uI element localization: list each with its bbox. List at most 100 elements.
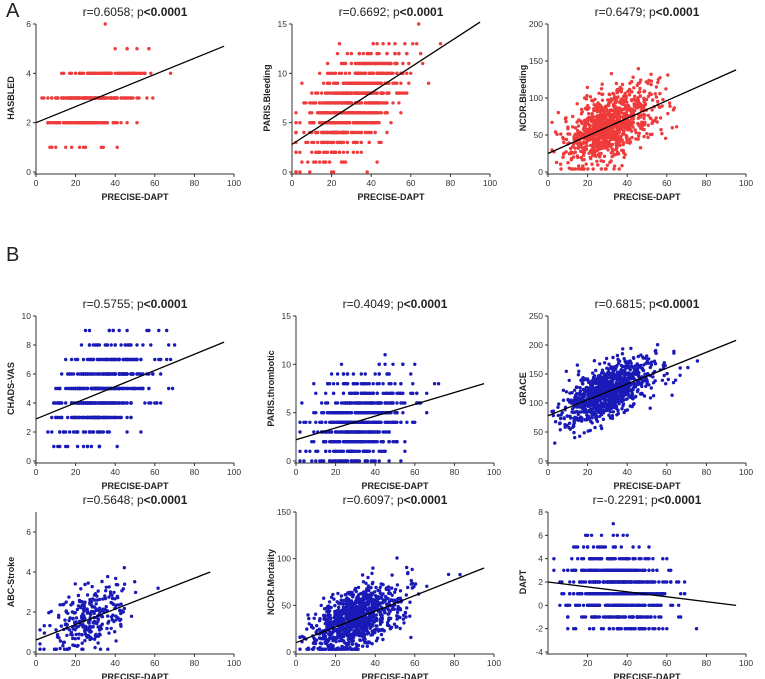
chart-1-point: [373, 81, 377, 85]
chart-1-point: [349, 130, 354, 135]
chart-3-point: [167, 386, 171, 391]
chart-5-point: [568, 399, 572, 404]
chart-1-point: [393, 81, 397, 85]
chart-1-point: [385, 111, 389, 115]
chart-2-point: [584, 106, 588, 110]
chart-3-point: [127, 357, 131, 362]
chart-4-point: [381, 382, 385, 386]
chart-2-point: [639, 126, 643, 130]
chart-2-point: [600, 92, 604, 97]
chart-6-point: [129, 614, 134, 618]
chart-2-point: [571, 125, 575, 129]
chart-6-point: [94, 602, 98, 606]
chart-4-point: [432, 382, 437, 386]
chart-1-point: [375, 160, 379, 164]
chart-4-point: [385, 401, 389, 405]
chart-4-point: [300, 401, 304, 405]
chart-6-x-tick-label: 100: [227, 658, 241, 668]
chart-2-point: [584, 162, 588, 166]
chart-0-point: [125, 47, 129, 51]
chart-2-point: [590, 119, 594, 124]
chart-3-point: [143, 401, 147, 405]
chart-2-point: [605, 133, 609, 137]
chart-1-title-pvalue: <0.0001: [400, 5, 444, 19]
chart-2-point: [615, 142, 619, 146]
chart-5-point: [624, 384, 628, 389]
chart-5-point: [591, 371, 595, 375]
chart-0-point: [69, 145, 74, 149]
chart-1-point: [375, 101, 379, 105]
chart-1-point: [298, 170, 302, 174]
chart-5-point: [551, 413, 555, 418]
chart-0-x-tick-label: 60: [150, 178, 160, 188]
chart-6-point: [64, 610, 69, 614]
chart-2-point: [579, 149, 583, 153]
chart-6-y-tick-label: 6: [26, 527, 31, 537]
chart-4-point: [326, 401, 330, 405]
chart-0-point: [101, 96, 106, 100]
chart-2-point: [569, 167, 574, 171]
chart-1-point: [300, 81, 304, 85]
chart-4-point: [401, 362, 405, 366]
chart-6-point: [106, 621, 110, 625]
chart-1-point: [298, 150, 302, 154]
chart-3-point: [97, 430, 102, 434]
chart-1-point: [405, 71, 409, 76]
chart-4-point: [351, 430, 356, 434]
chart-2-point: [632, 86, 636, 90]
chart-5-trend-line: [547, 339, 737, 417]
chart-5-point: [645, 354, 649, 358]
chart-1-y-tick-label: 5: [282, 118, 287, 128]
chart-4-point: [425, 411, 429, 415]
chart-2-point: [605, 141, 609, 145]
chart-2-point: [566, 161, 570, 165]
chart-5-point: [648, 396, 653, 400]
chart-5-point: [590, 416, 594, 420]
chart-3-point: [145, 328, 149, 333]
chart-5-point: [646, 361, 651, 365]
chart-2-point: [573, 167, 578, 171]
chart-4-point: [361, 391, 365, 395]
chart-2-point: [638, 146, 643, 150]
chart-4-point: [331, 459, 336, 463]
chart-0-point: [63, 96, 68, 100]
chart-1-point: [349, 51, 354, 56]
chart-0-point: [63, 145, 68, 149]
chart-4-point: [324, 391, 328, 395]
chart-6-point: [106, 647, 110, 651]
chart-1-point: [405, 51, 409, 56]
chart-4-point: [371, 430, 375, 434]
chart-2-point: [561, 152, 566, 156]
chart-3-title-pvalue: <0.0001: [144, 297, 188, 311]
chart-4-point: [312, 382, 316, 386]
chart-4-y-label: PARIS.thrombotic: [266, 350, 276, 426]
chart-5-point: [567, 378, 571, 383]
chart-3-point: [157, 328, 161, 333]
chart-5-point: [578, 434, 582, 438]
chart-1-point: [316, 91, 320, 95]
chart-5-point: [569, 416, 573, 420]
chart-3-point: [77, 386, 82, 391]
chart-1-point: [324, 140, 328, 145]
chart-1-point: [331, 170, 336, 174]
chart-4-point: [341, 382, 346, 386]
chart-6-point: [71, 636, 75, 641]
chart-2-point: [577, 141, 581, 145]
chart-4-point: [349, 411, 354, 415]
chart-2-point: [637, 104, 641, 108]
chart-2-point: [630, 90, 634, 94]
chart-5-y-tick-label: 50: [534, 427, 544, 437]
chart-3-point: [125, 328, 129, 333]
chart-5-point: [624, 388, 628, 392]
chart-2-point: [604, 145, 608, 150]
chart-1-point: [359, 150, 363, 154]
chart-6-point: [96, 625, 100, 629]
chart-1-point: [361, 81, 365, 85]
chart-2-point: [598, 109, 602, 113]
chart-4-point: [298, 459, 302, 463]
chart-2-point: [654, 95, 659, 99]
chart-6-point: [156, 586, 160, 590]
chart-6-point: [119, 622, 123, 627]
chart-5-point: [663, 363, 667, 368]
